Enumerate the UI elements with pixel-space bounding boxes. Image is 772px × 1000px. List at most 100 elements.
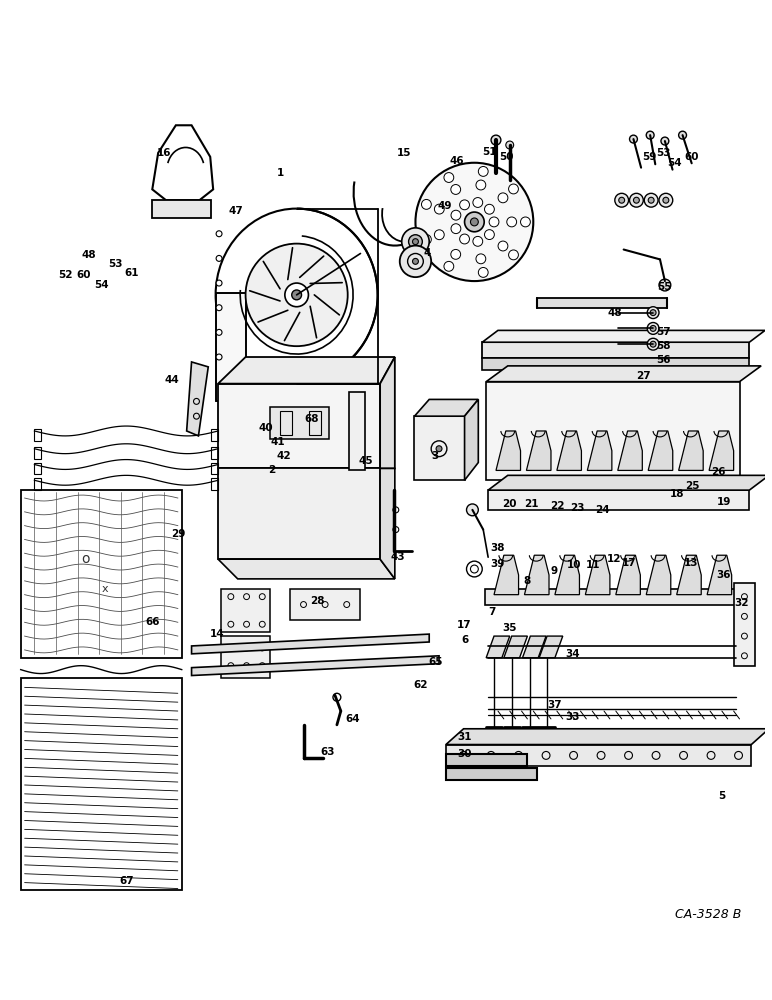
Circle shape xyxy=(661,137,669,145)
Polygon shape xyxy=(616,555,640,595)
Text: 39: 39 xyxy=(491,559,505,569)
Polygon shape xyxy=(523,636,546,658)
Polygon shape xyxy=(524,555,549,595)
Circle shape xyxy=(498,193,508,203)
Circle shape xyxy=(465,212,484,232)
Text: 3: 3 xyxy=(432,451,438,461)
Circle shape xyxy=(216,255,222,261)
Text: 60: 60 xyxy=(76,270,91,280)
Circle shape xyxy=(506,217,516,227)
Text: 55: 55 xyxy=(658,282,672,292)
Circle shape xyxy=(659,193,672,207)
Circle shape xyxy=(470,218,479,226)
Circle shape xyxy=(216,280,222,286)
Text: 15: 15 xyxy=(397,148,411,158)
Text: 54: 54 xyxy=(668,158,682,168)
Text: 40: 40 xyxy=(259,423,273,433)
Text: 18: 18 xyxy=(669,489,684,499)
Polygon shape xyxy=(446,745,751,766)
Circle shape xyxy=(451,224,461,234)
Polygon shape xyxy=(733,583,755,666)
Circle shape xyxy=(444,261,454,271)
Polygon shape xyxy=(488,475,769,490)
Circle shape xyxy=(473,236,482,246)
Circle shape xyxy=(422,235,432,244)
Circle shape xyxy=(451,210,461,220)
Circle shape xyxy=(401,228,429,255)
Polygon shape xyxy=(446,768,537,780)
Polygon shape xyxy=(494,555,519,595)
Polygon shape xyxy=(349,392,365,470)
Circle shape xyxy=(479,166,488,176)
Polygon shape xyxy=(380,357,394,468)
Polygon shape xyxy=(496,431,520,470)
Polygon shape xyxy=(415,399,479,416)
Text: 67: 67 xyxy=(120,876,134,886)
Text: 22: 22 xyxy=(550,501,565,511)
Polygon shape xyxy=(485,589,739,605)
Text: 27: 27 xyxy=(636,371,651,381)
Circle shape xyxy=(459,234,469,244)
Polygon shape xyxy=(539,636,563,658)
Text: 26: 26 xyxy=(711,467,725,477)
Text: 28: 28 xyxy=(310,596,324,606)
Polygon shape xyxy=(679,431,703,470)
Text: 44: 44 xyxy=(164,375,179,385)
Circle shape xyxy=(645,193,658,207)
Polygon shape xyxy=(446,729,769,745)
Circle shape xyxy=(245,244,347,346)
Text: 21: 21 xyxy=(524,499,539,509)
Polygon shape xyxy=(537,298,667,308)
Circle shape xyxy=(466,504,479,516)
Circle shape xyxy=(451,185,461,194)
Text: 33: 33 xyxy=(565,712,580,722)
Circle shape xyxy=(412,239,418,245)
Text: 17: 17 xyxy=(457,620,472,630)
Text: 16: 16 xyxy=(157,148,171,158)
Circle shape xyxy=(646,131,654,139)
Polygon shape xyxy=(585,555,610,595)
Polygon shape xyxy=(504,636,527,658)
Text: o: o xyxy=(81,552,90,566)
Text: 43: 43 xyxy=(391,552,405,562)
Text: 50: 50 xyxy=(499,152,514,162)
Text: 59: 59 xyxy=(642,152,656,162)
Circle shape xyxy=(650,325,656,331)
Circle shape xyxy=(476,254,486,264)
Polygon shape xyxy=(270,407,329,439)
Polygon shape xyxy=(187,362,208,436)
Text: 10: 10 xyxy=(567,560,581,570)
Circle shape xyxy=(663,197,669,203)
Text: 17: 17 xyxy=(622,558,637,568)
Polygon shape xyxy=(646,555,671,595)
Polygon shape xyxy=(707,555,732,595)
Polygon shape xyxy=(618,431,642,470)
Circle shape xyxy=(679,131,686,139)
Text: 4: 4 xyxy=(424,248,431,258)
Polygon shape xyxy=(677,555,701,595)
Polygon shape xyxy=(218,357,394,384)
Circle shape xyxy=(479,267,488,277)
Circle shape xyxy=(506,141,513,149)
Polygon shape xyxy=(218,468,380,559)
Circle shape xyxy=(629,135,638,143)
Text: 57: 57 xyxy=(657,327,671,337)
Circle shape xyxy=(647,338,659,350)
Circle shape xyxy=(459,200,469,210)
Text: 54: 54 xyxy=(94,280,109,290)
Circle shape xyxy=(498,241,508,251)
Text: 68: 68 xyxy=(304,414,319,424)
Text: 19: 19 xyxy=(716,497,731,507)
Circle shape xyxy=(509,250,519,260)
Text: 34: 34 xyxy=(565,649,580,659)
Text: 66: 66 xyxy=(145,617,160,627)
Polygon shape xyxy=(482,358,750,370)
Text: 25: 25 xyxy=(685,481,699,491)
Text: 5: 5 xyxy=(718,791,726,801)
Circle shape xyxy=(400,246,432,277)
Text: 58: 58 xyxy=(657,341,671,351)
Circle shape xyxy=(615,193,628,207)
Text: 9: 9 xyxy=(550,566,557,576)
Text: 61: 61 xyxy=(124,268,139,278)
Polygon shape xyxy=(218,559,394,579)
